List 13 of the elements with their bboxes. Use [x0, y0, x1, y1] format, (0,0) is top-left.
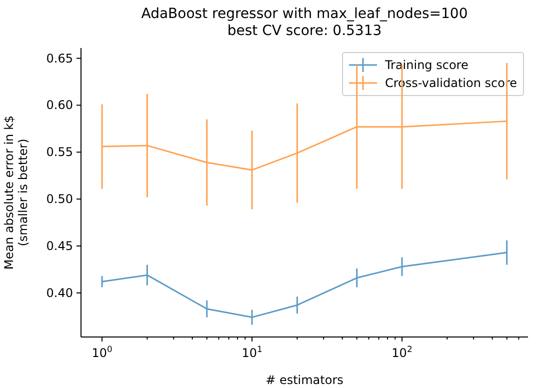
chart-title: AdaBoost regressor with max_leaf_nodes=100 best CV score: 0.5313	[140, 6, 469, 40]
y-tick-label: 0.55	[46, 145, 73, 160]
y-tick-label: 0.60	[46, 98, 73, 112]
y-axis-title: Mean absolute error in k$ (smaller is better)	[2, 115, 30, 270]
y-tick-label: 0.45	[46, 238, 73, 253]
x-tick-label: 10$^{0}$	[92, 344, 112, 360]
x-tick-label: 10$^{1}$	[242, 344, 262, 360]
y-tick-label: 0.65	[46, 51, 73, 66]
y-tick-label: 0.40	[46, 286, 73, 300]
x-tick-label: 10$^{2}$	[392, 344, 412, 360]
legend-label: Training score	[384, 58, 468, 72]
x-axis-title: # estimators	[266, 373, 344, 387]
y-tick-label: 0.50	[46, 192, 73, 206]
